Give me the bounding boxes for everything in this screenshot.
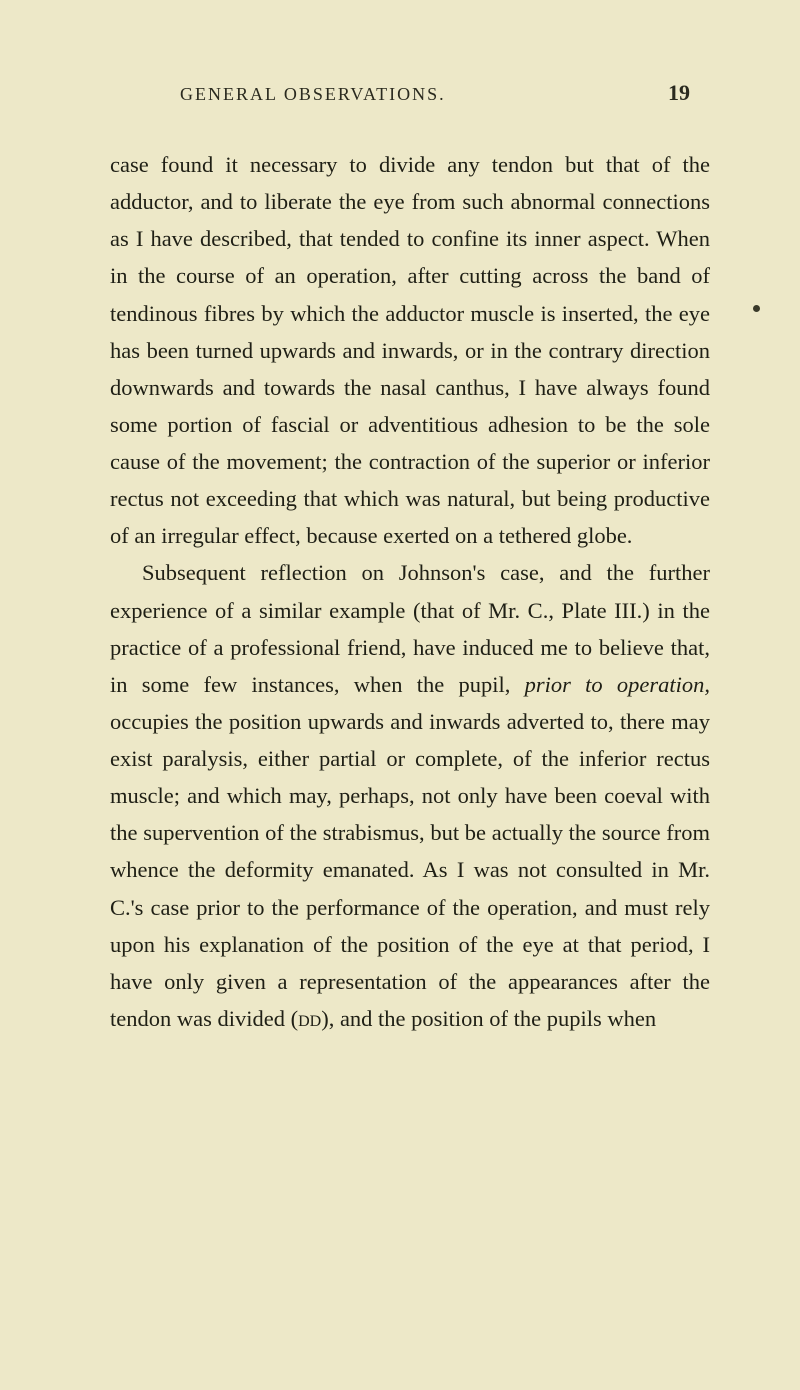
p2-italic-phrase: prior to operation, [525, 672, 710, 697]
paragraph-2: Subsequent reflection on Johnson's case,… [110, 554, 710, 1037]
p2-dd-reference: dd [298, 1006, 321, 1031]
p1-text: case found it necessary to divide any te… [110, 152, 710, 548]
running-title: GENERAL OBSERVATIONS. [180, 84, 446, 105]
body-text: case found it necessary to divide any te… [110, 146, 710, 1037]
margin-dot-decoration [753, 305, 760, 312]
paragraph-1: case found it necessary to divide any te… [110, 146, 710, 554]
p2-text-3: ), and the position of the pupils when [321, 1006, 656, 1031]
page-container: GENERAL OBSERVATIONS. 19 case found it n… [0, 0, 800, 1097]
p2-text-2: occupies the position upwards and inward… [110, 709, 710, 1031]
page-header: GENERAL OBSERVATIONS. 19 [110, 80, 710, 106]
page-number: 19 [668, 80, 690, 106]
